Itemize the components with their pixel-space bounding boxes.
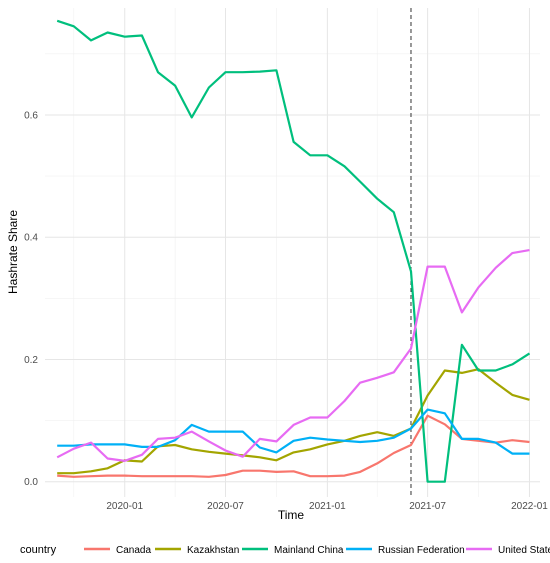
x-tick-label: 2020-07 — [207, 501, 244, 512]
x-tick-label: 2022-01 — [511, 501, 548, 512]
series-line-united-states — [56, 249, 530, 462]
legend-label: Mainland China — [274, 545, 344, 556]
y-tick-label: 0.4 — [24, 233, 38, 244]
legend-item-russian-federation: Russian Federation — [346, 545, 465, 556]
legend: country Canada Kazakhstan Mainland China Ru… — [20, 544, 550, 556]
series-line-russian-federation — [57, 408, 530, 455]
y-tick-labels: 0.0 0.2 0.4 0.6 — [24, 110, 38, 488]
legend-label: Kazakhstan — [187, 545, 239, 556]
y-tick-label: 0.2 — [24, 355, 38, 366]
series-line-mainland-china — [56, 19, 531, 483]
x-tick-labels: 2020-01 2020-07 2021-01 2021-07 2022-01 — [106, 501, 548, 512]
series-line-kazakhstan — [57, 368, 530, 475]
legend-item-canada: Canada — [84, 545, 151, 556]
y-tick-label: 0.0 — [24, 477, 38, 488]
legend-item-kazakhstan: Kazakhstan — [155, 545, 239, 556]
legend-label: Russian Federation — [378, 545, 465, 556]
x-tick-label: 2021-01 — [309, 501, 346, 512]
x-axis-title: Time — [278, 508, 305, 522]
y-tick-label: 0.6 — [24, 110, 38, 121]
legend-item-united-states: United States — [466, 545, 550, 556]
y-axis-title: Hashrate Share — [6, 210, 20, 294]
legend-label: Canada — [116, 545, 151, 556]
legend-title: country — [20, 544, 57, 556]
series-lines — [56, 19, 531, 483]
x-tick-label: 2020-01 — [106, 501, 143, 512]
legend-label: United States — [498, 545, 550, 556]
x-tick-label: 2021-07 — [409, 501, 446, 512]
legend-item-mainland-china: Mainland China — [242, 545, 344, 556]
grid-lines — [45, 8, 540, 497]
